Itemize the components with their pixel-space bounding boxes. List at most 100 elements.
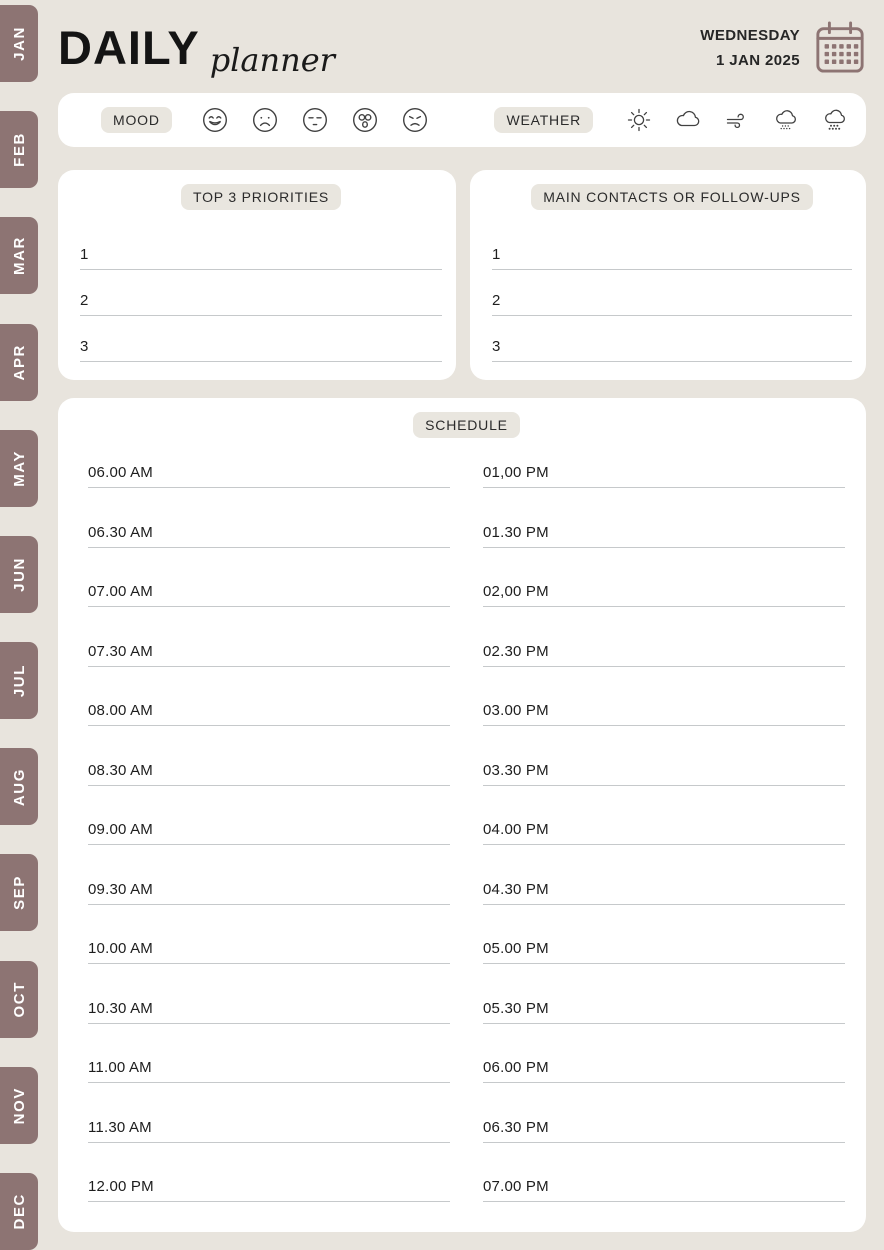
page-subtitle: planner xyxy=(209,40,335,79)
schedule-time-row[interactable]: 02,00 PM xyxy=(483,583,845,607)
schedule-time-row[interactable]: 06.00 AM xyxy=(88,464,450,488)
schedule-time-row[interactable]: 02.30 PM xyxy=(483,643,845,667)
weather-cloudy-icon[interactable] xyxy=(674,106,702,134)
priorities-card: TOP 3 PRIORITIES 1 2 3 xyxy=(58,170,456,380)
schedule-time-row[interactable]: 06.00 PM xyxy=(483,1059,845,1083)
time-label: 08.00 AM xyxy=(88,702,153,719)
schedule-time-row[interactable]: 03.00 PM xyxy=(483,702,845,726)
schedule-time-row[interactable]: 11.00 AM xyxy=(88,1059,450,1083)
schedule-time-row[interactable]: 05.00 PM xyxy=(483,940,845,964)
mood-annoyed-icon[interactable] xyxy=(402,107,428,133)
time-label: 05.00 PM xyxy=(483,940,549,957)
time-label: 06.00 PM xyxy=(483,1059,549,1076)
calendar-icon xyxy=(814,20,866,76)
weather-sunny-icon[interactable] xyxy=(625,106,653,134)
weekday-label: WEDNESDAY xyxy=(700,26,800,44)
schedule-time-row[interactable]: 04.00 PM xyxy=(483,821,845,845)
priority-row-1[interactable]: 1 xyxy=(80,246,442,270)
date-text: WEDNESDAY 1 JAN 2025 xyxy=(700,23,800,73)
time-label: 07.00 PM xyxy=(483,1178,549,1195)
time-label: 09.30 AM xyxy=(88,880,153,898)
date-label: 1 JAN 2025 xyxy=(715,51,800,69)
sidebar-item-feb[interactable]: FEB xyxy=(0,111,38,189)
schedule-time-row[interactable]: 06.30 AM xyxy=(88,524,450,548)
schedule-time-row[interactable]: 04.30 PM xyxy=(483,881,845,905)
month-label: AUG xyxy=(10,767,28,806)
weather-rainy-icon[interactable] xyxy=(772,106,800,134)
contact-number: 3 xyxy=(492,338,501,355)
month-label: NOV xyxy=(10,1086,28,1124)
sidebar-item-jul[interactable]: JUL xyxy=(0,642,38,720)
sidebar-item-mar[interactable]: MAR xyxy=(0,217,38,295)
sidebar-item-aug[interactable]: AUG xyxy=(0,748,38,826)
planner-page: DAILY planner WEDNESDAY 1 JAN 2025 xyxy=(58,0,866,1232)
sidebar-item-sep[interactable]: SEP xyxy=(0,854,38,932)
mood-weather-card: MOOD xyxy=(58,93,866,147)
time-label: 04.00 PM xyxy=(483,821,549,838)
month-label: FEB xyxy=(10,132,28,168)
schedule-time-row[interactable]: 08.30 AM xyxy=(88,762,450,786)
time-label: 10.00 AM xyxy=(88,940,153,957)
contacts-title: MAIN CONTACTS OR FOLLOW-UPS xyxy=(531,184,813,210)
schedule-time-row[interactable]: 10.00 AM xyxy=(88,940,450,964)
time-label: 02,00 PM xyxy=(483,583,549,600)
month-label: DEC xyxy=(10,1193,28,1230)
time-label: 07.30 AM xyxy=(88,642,153,660)
time-label: 10.30 AM xyxy=(88,999,153,1017)
contact-row-2[interactable]: 2 xyxy=(492,292,852,316)
schedule-columns: 06.00 AM 06.30 AM 07.00 AM 07.30 AM 08.0… xyxy=(88,464,845,1238)
time-label: 08.30 AM xyxy=(88,761,153,779)
schedule-time-row[interactable]: 12.00 PM xyxy=(88,1178,450,1202)
time-label: 06.30 PM xyxy=(483,1118,549,1136)
contact-row-1[interactable]: 1 xyxy=(492,246,852,270)
sidebar-item-jan[interactable]: JAN xyxy=(0,5,38,82)
sidebar-item-oct[interactable]: OCT xyxy=(0,960,38,1038)
contacts-rows: 1 2 3 xyxy=(492,246,852,362)
time-label: 01,00 PM xyxy=(483,464,549,481)
time-label: 07.00 AM xyxy=(88,583,153,600)
contact-row-3[interactable]: 3 xyxy=(492,338,852,362)
priorities-rows: 1 2 3 xyxy=(80,246,442,362)
schedule-time-row[interactable]: 01,00 PM xyxy=(483,464,845,488)
time-label: 03.30 PM xyxy=(483,761,549,779)
priorities-title: TOP 3 PRIORITIES xyxy=(181,184,341,210)
schedule-time-row[interactable]: 07.00 PM xyxy=(483,1178,845,1202)
sidebar-item-nov[interactable]: NOV xyxy=(0,1066,38,1144)
weather-label: WEATHER xyxy=(494,107,593,133)
sidebar-item-jun[interactable]: JUN xyxy=(0,535,38,613)
schedule-time-row[interactable]: 11.30 AM xyxy=(88,1119,450,1143)
schedule-title: SCHEDULE xyxy=(413,412,520,438)
mood-neutral-icon[interactable] xyxy=(302,107,328,133)
schedule-time-row[interactable]: 09.30 AM xyxy=(88,881,450,905)
time-label: 05.30 PM xyxy=(483,999,549,1017)
schedule-time-row[interactable]: 07.30 AM xyxy=(88,643,450,667)
schedule-time-row[interactable]: 06.30 PM xyxy=(483,1119,845,1143)
sidebar-item-apr[interactable]: APR xyxy=(0,323,38,401)
weather-snowy-icon[interactable] xyxy=(821,106,849,134)
sidebar-item-may[interactable]: MAY xyxy=(0,429,38,507)
month-sidebar: JAN FEB MAR APR MAY JUN JUL AUG SEP OCT … xyxy=(0,0,38,1250)
weather-windy-icon[interactable] xyxy=(723,106,751,134)
schedule-time-row[interactable]: 03.30 PM xyxy=(483,762,845,786)
schedule-time-row[interactable]: 10.30 AM xyxy=(88,1000,450,1024)
schedule-title-wrap: SCHEDULE xyxy=(88,412,845,438)
month-label: OCT xyxy=(10,980,28,1018)
mood-surprised-icon[interactable] xyxy=(352,107,378,133)
mood-happy-icon[interactable] xyxy=(202,107,228,133)
priority-row-3[interactable]: 3 xyxy=(80,338,442,362)
time-label: 02.30 PM xyxy=(483,642,549,660)
page-header: DAILY planner WEDNESDAY 1 JAN 2025 xyxy=(58,0,866,93)
mood-icon-row xyxy=(202,107,428,133)
date-group: WEDNESDAY 1 JAN 2025 xyxy=(700,20,866,76)
schedule-time-row[interactable]: 05.30 PM xyxy=(483,1000,845,1024)
sidebar-item-dec[interactable]: DEC xyxy=(0,1172,38,1250)
priority-number: 3 xyxy=(80,338,89,355)
schedule-time-row[interactable]: 07.00 AM xyxy=(88,583,450,607)
schedule-column-pm: 01,00 PM 01.30 PM 02,00 PM 02.30 PM 03.0… xyxy=(483,464,845,1238)
schedule-time-row[interactable]: 01.30 PM xyxy=(483,524,845,548)
schedule-time-row[interactable]: 09.00 AM xyxy=(88,821,450,845)
schedule-column-am: 06.00 AM 06.30 AM 07.00 AM 07.30 AM 08.0… xyxy=(88,464,450,1238)
priority-row-2[interactable]: 2 xyxy=(80,292,442,316)
mood-sad-icon[interactable] xyxy=(252,107,278,133)
schedule-time-row[interactable]: 08.00 AM xyxy=(88,702,450,726)
